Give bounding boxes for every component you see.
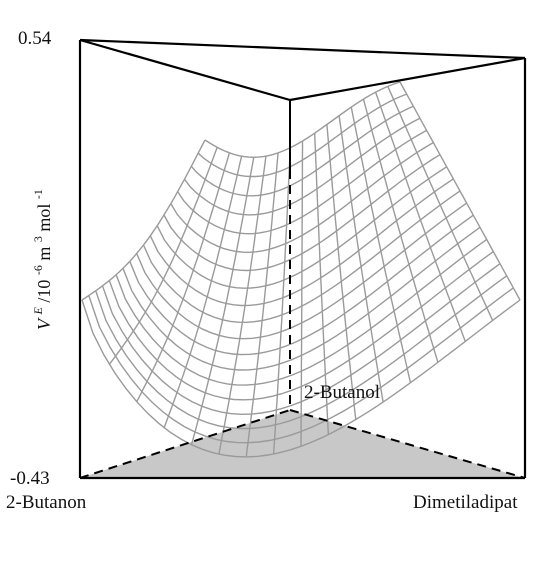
mesh-line-v: [81, 299, 521, 458]
mesh-line-v: [142, 190, 461, 324]
mesh-line-v: [190, 105, 414, 197]
y-max-label: 0.54: [18, 28, 52, 49]
mesh-line-v: [177, 129, 428, 235]
y-axis-unit-m: m: [34, 247, 54, 261]
component-label-right: Dimetiladipat: [413, 492, 518, 513]
y-axis-mol-exponent: -1: [31, 189, 45, 199]
mesh-line-v: [136, 202, 468, 340]
frame-top-back: [79, 38, 526, 60]
mesh-line-u: [136, 152, 231, 403]
mesh-line-v: [156, 166, 448, 289]
mesh-line-u: [81, 139, 206, 301]
mesh-line-v: [122, 226, 481, 371]
y-min-label: -0.43: [10, 468, 50, 489]
prism-frame: [78, 38, 527, 480]
hidden-edges: [79, 170, 526, 479]
mesh-line-v: [115, 238, 488, 386]
component-label-left: 2-Butanon: [6, 492, 87, 513]
y-axis-unit-exponent: -6: [31, 265, 45, 275]
mesh-line-v: [204, 81, 401, 159]
y-axis-symbol: V: [34, 317, 54, 330]
hidden-base-right: [289, 409, 526, 479]
mesh-line-v: [129, 214, 474, 356]
frame-top-left: [79, 38, 291, 102]
y-axis-superscript: E: [31, 307, 45, 316]
base-plane: [80, 410, 525, 478]
y-axis-unit: /10: [34, 280, 54, 303]
mesh-line-v: [197, 93, 407, 178]
mesh-line-u: [387, 86, 494, 321]
hidden-base-left: [79, 409, 291, 479]
svg-text:V E /10: V E /10 -6 m 3 mol -1: [26, 189, 54, 330]
y-axis-title: V E /10 -6 m 3 mol -1: [26, 189, 54, 330]
mesh-line-v: [183, 117, 421, 216]
component-label-back: 2-Butanol: [304, 382, 380, 403]
mesh-line-v: [88, 287, 514, 444]
y-axis-unit-mol: mol: [34, 204, 54, 232]
mesh-line-v: [170, 141, 434, 254]
mesh-line-v: [101, 263, 501, 416]
mesh-line-v: [95, 275, 508, 430]
mesh-line-u: [350, 106, 412, 383]
surface-mesh: [81, 81, 521, 458]
y-axis-m-exponent: 3: [31, 236, 45, 242]
mesh-line-u: [190, 157, 255, 445]
mesh-line-v: [163, 154, 441, 272]
frame-top-right: [289, 56, 526, 102]
mesh-line-v: [108, 251, 494, 401]
mesh-line-v: [149, 178, 454, 307]
